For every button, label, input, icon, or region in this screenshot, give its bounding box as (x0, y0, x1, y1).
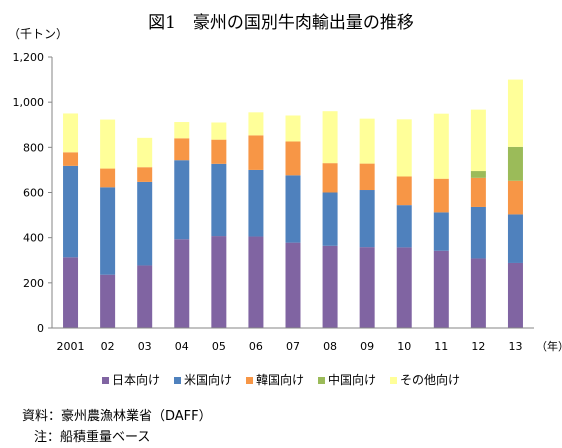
x-tick-label: 12 (471, 340, 485, 353)
bar-segment (433, 250, 449, 328)
bar-segment (507, 146, 523, 181)
bar-segment (507, 79, 523, 147)
bar-segment (285, 175, 301, 243)
bar-segment (433, 178, 449, 213)
bar-segment (137, 137, 153, 168)
x-tick-label: 05 (212, 340, 226, 353)
bar-segment (211, 236, 227, 328)
x-tick-label: 04 (175, 340, 189, 353)
legend-label: その他向け (400, 373, 461, 387)
legend-item: 米国向け (173, 371, 232, 388)
bar-segment (396, 247, 412, 328)
bar-segment (507, 262, 523, 328)
bar-segment (100, 168, 116, 188)
bar-segment (285, 141, 301, 176)
bar-segment (396, 176, 412, 206)
bar-segment (63, 257, 79, 328)
bar-segment (507, 180, 523, 215)
y-tick-label: 200 (23, 277, 44, 290)
bar-segment (396, 205, 412, 248)
legend-swatch (318, 377, 325, 384)
y-axis-unit-label: （千トン） (8, 27, 69, 41)
x-tick-label: 10 (397, 340, 411, 353)
legend-swatch (390, 377, 398, 384)
stacked-bar-chart: 0 200 400 600 800 1,000 1,200 2001 02 03 04 05 06 07… (13, 51, 562, 353)
x-tick-label: 2001 (57, 340, 85, 353)
y-tick-label: 600 (23, 187, 44, 200)
bar-segment (211, 122, 227, 140)
legend-swatch (101, 377, 109, 384)
bar-segment (359, 163, 375, 191)
x-tick-label: 11 (434, 340, 448, 353)
legend-item: 韓国向け (245, 371, 304, 388)
bar-segment (470, 109, 486, 172)
bar-segment (322, 111, 338, 164)
legend-swatch (245, 377, 253, 384)
bar-segment (359, 118, 375, 164)
bar-segment (174, 138, 190, 161)
chart-legend: 日本向け 米国向け 韓国向け 中国向け その他向け (0, 371, 562, 388)
bar-segment (174, 122, 190, 139)
bar-segment (285, 115, 301, 142)
bar-segment (433, 212, 449, 251)
x-tick-label: 03 (138, 340, 152, 353)
legend-label: 米国向け (183, 373, 232, 387)
y-tick-label: 800 (23, 141, 44, 154)
bar-segment (470, 171, 486, 178)
bar-segment (359, 190, 375, 248)
bar-segment (63, 152, 79, 166)
bar-segment (174, 160, 190, 240)
legend-item: その他向け (390, 371, 460, 388)
bar-segment (100, 119, 116, 169)
x-axis-unit-label: （年） (536, 339, 562, 353)
legend-label: 日本向け (111, 373, 160, 387)
bar-segment (248, 169, 264, 237)
bar-segment (211, 139, 227, 164)
bar-segment (137, 265, 153, 328)
legend-swatch (173, 377, 181, 384)
bar-segment (63, 113, 79, 153)
legend-label: 中国向け (328, 373, 377, 387)
y-tick-label: 400 (23, 232, 44, 245)
bar-segment (322, 245, 338, 328)
bar-segment (285, 242, 301, 328)
x-tick-label: 02 (101, 340, 115, 353)
footnote: 注：船積重量ベース (34, 430, 151, 445)
y-tick-label: 1,000 (13, 96, 45, 109)
y-tick-label: 1,200 (13, 51, 45, 64)
bar-segment (470, 258, 486, 328)
legend-item: 日本向け (101, 371, 160, 388)
bar-segment (322, 192, 338, 246)
bar-segment (100, 274, 116, 328)
bar-segment (396, 119, 412, 177)
bar-segment (433, 113, 449, 179)
legend-item: 中国向け (318, 371, 376, 388)
bar-segment (470, 206, 486, 259)
bar-segment (211, 163, 227, 237)
chart-title: 図1 豪州の国別牛肉輸出量の推移 (148, 13, 414, 33)
bar-segment (137, 181, 153, 266)
bar-segment (359, 247, 375, 328)
x-tick-label: 08 (323, 340, 337, 353)
bar-segment (100, 187, 116, 275)
source-note: 資料：豪州農漁林業省（DAFF） (22, 409, 212, 424)
bar-segment (507, 214, 523, 263)
bar-segment (470, 177, 486, 207)
bar-segment (248, 135, 264, 170)
bar-segment (322, 163, 338, 193)
x-tick-label: 06 (249, 340, 263, 353)
bar-segment (137, 167, 153, 182)
bar-segment (174, 239, 190, 328)
y-tick-label: 0 (37, 322, 44, 335)
x-tick-label: 09 (360, 340, 374, 353)
x-tick-label: 13 (508, 340, 522, 353)
bar-segment (63, 165, 79, 258)
bar-segment (248, 236, 264, 328)
x-tick-label: 07 (286, 340, 300, 353)
bar-segment (248, 112, 264, 136)
legend-label: 韓国向け (255, 373, 304, 387)
